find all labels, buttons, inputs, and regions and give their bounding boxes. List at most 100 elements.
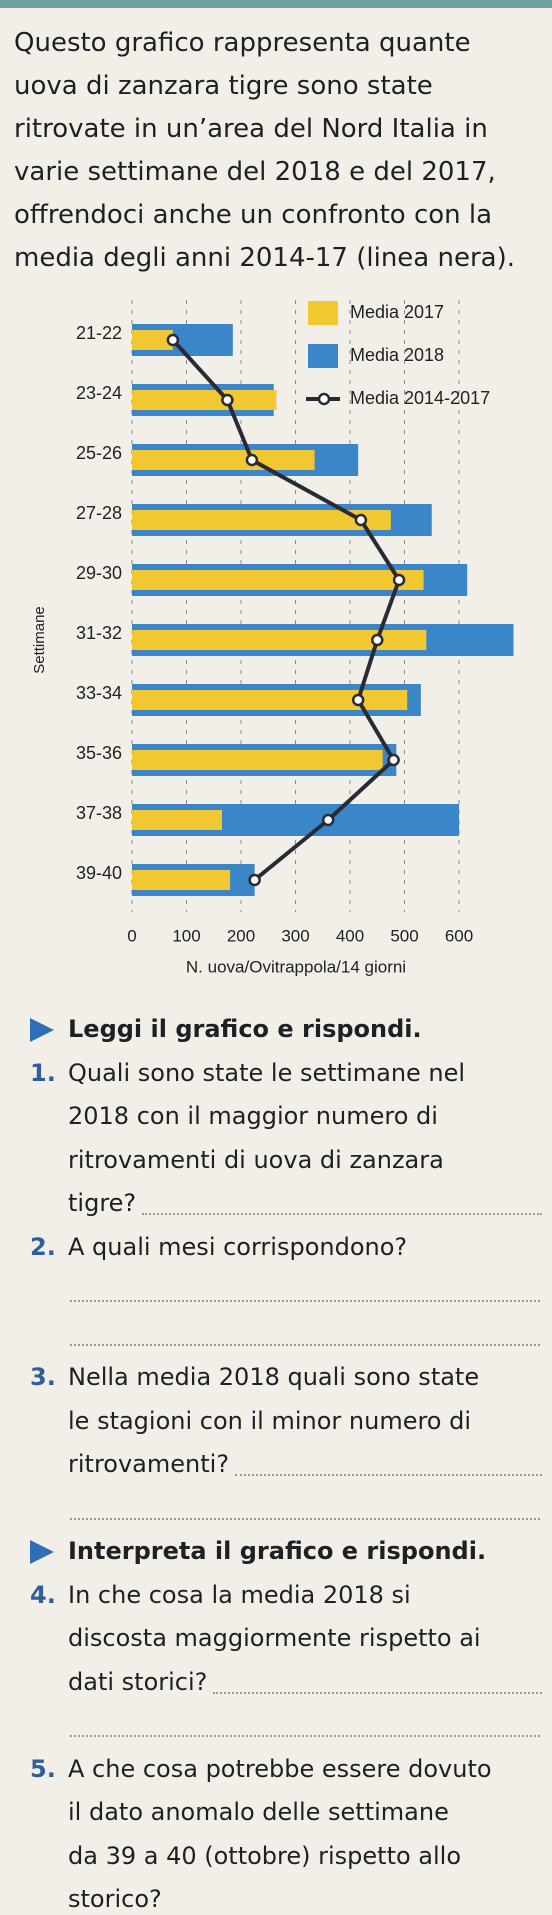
y-tick-label: 35-36 bbox=[76, 743, 122, 763]
question-line-row: A che cosa potrebbe essere dovuto bbox=[68, 1757, 542, 1781]
line-point bbox=[354, 513, 368, 527]
intro-line: media degli anni 2014-17 (linea nera). bbox=[14, 243, 516, 273]
y-tick-label: 23-24 bbox=[76, 383, 122, 403]
x-tick-label: 300 bbox=[281, 926, 309, 945]
question-line: A quali mesi corrispondono? bbox=[68, 1232, 408, 1261]
legend-label: Media 2014-2017 bbox=[350, 388, 490, 408]
legend-label: Media 2018 bbox=[350, 345, 444, 365]
legend-swatch bbox=[308, 301, 338, 325]
question-line: tigre? bbox=[68, 1189, 137, 1217]
intro-line: offrendoci anche un confronto con la bbox=[14, 200, 493, 230]
trend-line bbox=[171, 338, 402, 882]
intro-line: uova di zanzara tigre sono state bbox=[14, 71, 433, 101]
bar bbox=[132, 330, 173, 350]
x-tick-label: 500 bbox=[390, 926, 418, 945]
x-tick-label: 200 bbox=[227, 926, 255, 945]
top-strip bbox=[0, 0, 552, 8]
question-line-row: dati storici? bbox=[68, 1670, 542, 1694]
y-tick-label: 33-34 bbox=[76, 683, 122, 703]
y-tick-label: 21-22 bbox=[76, 323, 122, 343]
question-line-row: 2018 con il maggior numero di bbox=[68, 1104, 542, 1128]
line-point bbox=[248, 873, 261, 887]
question-line-row: le stagioni con il minor numero di bbox=[68, 1409, 542, 1433]
question-line: Quali sono state le settimane nel bbox=[68, 1058, 466, 1087]
question-line-row: ritrovamenti di uova di zanzara bbox=[68, 1148, 542, 1172]
line-point bbox=[387, 753, 400, 767]
bar bbox=[132, 450, 315, 470]
bar bbox=[132, 630, 427, 650]
line-point bbox=[351, 693, 365, 707]
y-tick-label: 39-40 bbox=[76, 863, 122, 883]
y-tick-label: 31-32 bbox=[76, 623, 122, 643]
line-point bbox=[221, 393, 234, 407]
answer-line bbox=[70, 1299, 540, 1302]
line-point bbox=[245, 453, 259, 467]
chart: 0 100 200 300 400 500 600 N. uova/Ovitrappola/1… bbox=[31, 300, 514, 976]
answer-fill bbox=[142, 1212, 542, 1215]
question-line: Nella media 2018 quali sono state bbox=[68, 1363, 480, 1391]
bar bbox=[132, 690, 408, 710]
y-tick-label: 27-28 bbox=[76, 503, 122, 523]
intro-line: Questo grafico rappresenta quante bbox=[14, 28, 471, 58]
line-point bbox=[321, 813, 335, 827]
question-line-row: tigre? bbox=[68, 1191, 542, 1215]
line-point bbox=[166, 333, 180, 347]
intro-line: ritrovate in un’area del Nord Italia in bbox=[14, 114, 488, 144]
x-axis-label: N. uova/Ovitrappola/14 giorni bbox=[186, 957, 406, 976]
answer-line bbox=[70, 1343, 540, 1346]
question-line-row: Nella media 2018 quali sono state bbox=[68, 1365, 542, 1389]
section-arrow bbox=[30, 1018, 54, 1042]
bar bbox=[132, 570, 424, 590]
section-title: Interpreta il grafico e rispondi. bbox=[68, 1537, 487, 1565]
answer-line bbox=[70, 1734, 540, 1737]
question-line-row: storico? bbox=[68, 1887, 542, 1911]
question-line: 2018 con il maggior numero di bbox=[68, 1102, 438, 1130]
line-point bbox=[371, 633, 384, 647]
bar bbox=[132, 510, 391, 530]
x-tick-label: 0 bbox=[127, 926, 136, 945]
y-tick-label: 37-38 bbox=[76, 803, 122, 823]
y-tick-label: 25-26 bbox=[76, 443, 122, 463]
question-line-row: Quali sono state le settimane nel bbox=[68, 1061, 542, 1085]
intro-line: varie settimane del 2018 e del 2017, bbox=[14, 157, 496, 187]
question-number: 5. bbox=[30, 1754, 56, 1783]
x-tick-label: 600 bbox=[445, 926, 473, 945]
question-line: In che cosa la media 2018 si bbox=[68, 1580, 411, 1609]
line-point bbox=[392, 573, 406, 587]
question-line-row: In che cosa la media 2018 si bbox=[68, 1583, 542, 1607]
bar bbox=[132, 810, 222, 830]
bar bbox=[132, 390, 277, 410]
question-line: il dato anomalo delle settimane bbox=[68, 1798, 449, 1826]
x-tick-label: 400 bbox=[336, 926, 364, 945]
question-number: 2. bbox=[30, 1232, 56, 1261]
answer-line bbox=[70, 1517, 540, 1520]
question-line-row: A quali mesi corrispondono? bbox=[68, 1235, 542, 1259]
legend-marker bbox=[317, 392, 331, 406]
section-title: Leggi il grafico e rispondi. bbox=[68, 1015, 422, 1043]
question-line-row: il dato anomalo delle settimane bbox=[68, 1800, 542, 1824]
answer-fill bbox=[235, 1473, 542, 1476]
question-number: 3. bbox=[30, 1363, 56, 1391]
question-line: ritrovamenti di uova di zanzara bbox=[68, 1145, 444, 1174]
question-line: A che cosa potrebbe essere dovuto bbox=[68, 1754, 492, 1783]
question-line: da 39 a 40 (ottobre) rispetto allo bbox=[68, 1841, 462, 1870]
y-axis-label: Settimane bbox=[31, 606, 48, 674]
legend-swatch bbox=[308, 344, 338, 368]
y-tick-label: 29-30 bbox=[76, 563, 122, 583]
question-line-row: ritrovamenti? bbox=[68, 1452, 542, 1476]
x-tick-label: 100 bbox=[172, 926, 200, 945]
question-number: 1. bbox=[30, 1058, 56, 1087]
bar bbox=[132, 750, 383, 770]
question-line: ritrovamenti? bbox=[68, 1450, 230, 1478]
question-line: storico? bbox=[68, 1885, 162, 1913]
question-line: le stagioni con il minor numero di bbox=[68, 1406, 472, 1435]
question-line-row: discosta maggiormente rispetto ai bbox=[68, 1626, 542, 1650]
bar bbox=[132, 870, 231, 890]
question-line: discosta maggiormente rispetto ai bbox=[68, 1624, 481, 1652]
section-arrow bbox=[30, 1540, 54, 1564]
legend-label: Media 2017 bbox=[350, 302, 444, 322]
question-line-row: da 39 a 40 (ottobre) rispetto allo bbox=[68, 1844, 542, 1868]
question-line: dati storici? bbox=[68, 1667, 208, 1696]
answer-fill bbox=[213, 1691, 542, 1694]
